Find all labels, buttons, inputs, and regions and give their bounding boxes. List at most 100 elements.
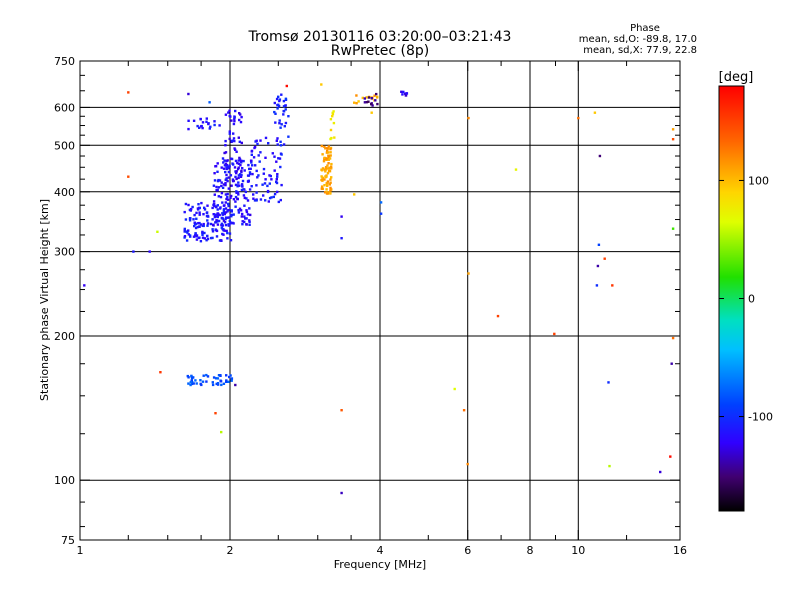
data-point xyxy=(225,229,228,233)
data-point xyxy=(83,284,86,287)
data-point xyxy=(357,100,360,103)
data-point xyxy=(268,182,271,185)
data-point xyxy=(248,171,252,174)
data-point xyxy=(320,168,323,171)
data-point xyxy=(220,166,223,169)
data-point xyxy=(671,336,675,340)
data-point xyxy=(237,181,240,184)
data-point xyxy=(233,119,236,123)
data-point xyxy=(224,162,228,165)
data-point xyxy=(196,207,200,210)
data-point xyxy=(234,205,237,208)
data-point xyxy=(257,174,260,177)
data-point xyxy=(287,115,290,118)
data-point xyxy=(189,209,192,212)
data-point xyxy=(235,170,238,173)
data-point xyxy=(226,179,229,183)
data-point xyxy=(227,202,230,206)
data-point xyxy=(259,151,262,154)
data-point xyxy=(233,139,236,143)
data-point xyxy=(230,215,233,218)
data-point xyxy=(211,381,214,384)
data-point xyxy=(264,156,267,159)
data-point xyxy=(326,164,329,167)
data-point xyxy=(375,96,379,99)
data-point xyxy=(400,90,403,93)
data-point xyxy=(324,170,327,173)
data-point xyxy=(325,192,329,195)
data-point xyxy=(192,119,196,122)
y-tick-label: 750 xyxy=(54,55,75,68)
data-point xyxy=(329,186,332,190)
data-point xyxy=(222,211,226,214)
data-point xyxy=(215,185,218,189)
data-point xyxy=(183,235,187,238)
data-point xyxy=(223,221,227,224)
data-point xyxy=(227,167,230,170)
data-point xyxy=(218,124,221,127)
data-point xyxy=(216,213,220,217)
data-point xyxy=(217,219,221,223)
colorbar-tick-label: -100 xyxy=(748,411,773,424)
data-point xyxy=(216,162,219,165)
data-point xyxy=(200,201,203,205)
data-point xyxy=(329,178,332,181)
data-point xyxy=(214,213,217,216)
data-point xyxy=(252,197,255,200)
data-point xyxy=(405,92,409,95)
data-point xyxy=(321,176,324,179)
data-point xyxy=(187,382,190,385)
data-point xyxy=(608,464,611,468)
data-point xyxy=(331,112,335,116)
data-point xyxy=(226,231,229,235)
data-point xyxy=(183,210,186,214)
data-point xyxy=(320,187,323,190)
data-point xyxy=(250,185,253,188)
data-point xyxy=(237,162,241,165)
data-point xyxy=(239,113,242,116)
data-point xyxy=(379,212,383,215)
data-point xyxy=(225,379,228,382)
data-point xyxy=(206,375,210,378)
data-point xyxy=(199,379,202,382)
data-point xyxy=(321,179,324,182)
data-point xyxy=(241,167,244,170)
data-point xyxy=(190,207,193,211)
data-point xyxy=(267,142,270,145)
data-point xyxy=(328,155,331,158)
data-point xyxy=(228,164,231,167)
data-point xyxy=(211,230,215,233)
data-point xyxy=(669,455,672,458)
data-point xyxy=(195,234,199,237)
data-point xyxy=(218,213,221,217)
data-point xyxy=(243,169,246,172)
data-point xyxy=(326,149,329,153)
data-point xyxy=(224,151,228,154)
data-point xyxy=(280,93,283,96)
data-point xyxy=(329,137,332,141)
data-point xyxy=(206,219,209,222)
data-point xyxy=(216,223,220,226)
data-point xyxy=(277,95,280,98)
data-point xyxy=(224,201,227,204)
colorbar-tick-label: 100 xyxy=(748,174,769,187)
data-point xyxy=(284,121,288,125)
data-point xyxy=(224,216,228,219)
data-point xyxy=(213,193,216,196)
data-point xyxy=(326,184,329,187)
data-point xyxy=(376,102,379,106)
x-tick-label: 2 xyxy=(227,544,234,557)
data-point xyxy=(208,101,211,104)
data-point xyxy=(374,99,377,102)
data-point xyxy=(285,84,288,88)
data-point xyxy=(223,229,226,232)
data-point xyxy=(224,183,227,187)
data-point xyxy=(224,170,227,174)
data-point xyxy=(326,180,330,183)
data-point xyxy=(330,162,333,166)
data-point xyxy=(207,122,210,125)
data-point xyxy=(462,409,466,412)
x-tick-label: 4 xyxy=(377,544,384,557)
data-point xyxy=(276,137,279,140)
data-point xyxy=(206,224,209,227)
